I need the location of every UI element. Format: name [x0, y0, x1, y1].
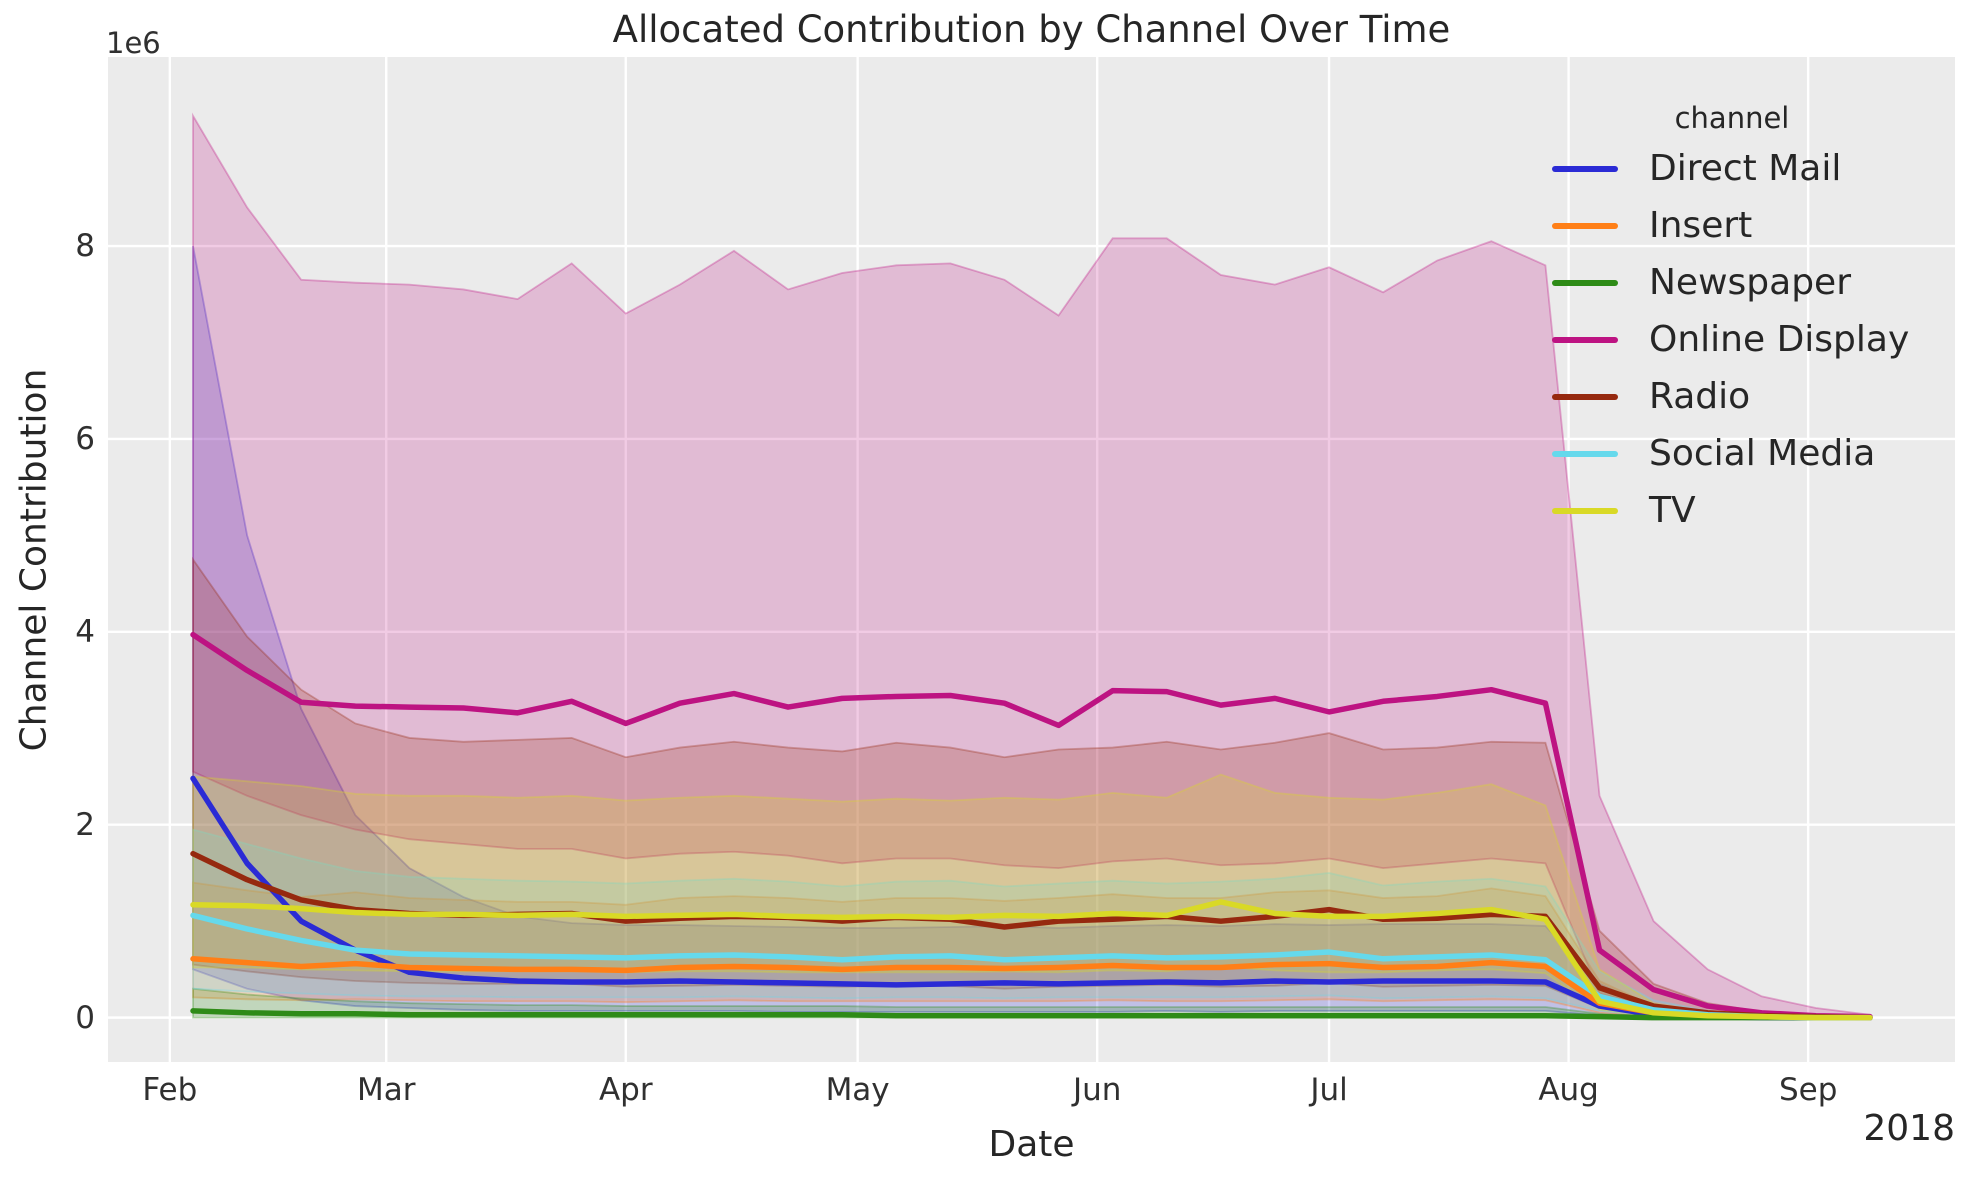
- line-newspaper: [190, 1008, 1873, 1021]
- x-axis-label: Date: [988, 1124, 1075, 1165]
- line-online-display: [190, 631, 1873, 1020]
- line-tv: [190, 899, 1873, 1021]
- legend-line-swatch: [1552, 165, 1618, 172]
- legend-entry-label: Newspaper: [1649, 262, 1851, 303]
- legend-entry-label: Online Display: [1649, 319, 1910, 360]
- legend-entry: Online Display: [1552, 311, 1952, 368]
- x-tick-label: Apr: [598, 1072, 653, 1108]
- legend-line-swatch: [1552, 450, 1618, 457]
- x-tick-label: Sep: [1778, 1072, 1838, 1108]
- legend-entry: Newspaper: [1552, 254, 1952, 311]
- y-tick-label: 2: [75, 806, 95, 843]
- legend-entry: Social Media: [1552, 425, 1952, 482]
- legend-entry-label: Direct Mail: [1649, 148, 1842, 189]
- legend-entry: Direct Mail: [1552, 140, 1952, 197]
- plot-background: [108, 57, 1955, 1062]
- legend-entry-label: Social Media: [1649, 433, 1876, 474]
- legend-line-swatch: [1552, 393, 1618, 400]
- y-axis-offset-text: 1e6: [106, 26, 161, 60]
- legend-entries: Direct Mail Insert Newspaper Online Display…: [1552, 140, 1952, 539]
- legend-line-swatch: [1552, 222, 1618, 229]
- legend-entry-label: Insert: [1649, 205, 1753, 246]
- legend: channel Direct Mail Insert Newspaper Online…: [1552, 96, 1952, 539]
- x-tick-label: Jul: [1310, 1072, 1348, 1108]
- legend-line-swatch: [1552, 279, 1618, 286]
- legend-title: channel: [1674, 101, 1790, 135]
- x-axis-year-label: 2018: [1863, 1108, 1955, 1149]
- x-tick-label: Mar: [356, 1072, 416, 1108]
- line-direct-mail: [190, 775, 1873, 1021]
- legend-entry: TV: [1552, 482, 1952, 539]
- legend-entry-label: TV: [1649, 490, 1696, 531]
- y-tick-label: 8: [75, 228, 95, 265]
- y-tick-label: 4: [75, 613, 95, 650]
- x-tick-label: Feb: [142, 1072, 198, 1108]
- chart-title: Allocated Contribution by Channel Over T…: [612, 8, 1451, 51]
- legend-line-swatch: [1552, 507, 1618, 514]
- x-tick-label: Jun: [1072, 1072, 1122, 1108]
- line-insert: [190, 956, 1873, 1021]
- y-tick-label: 0: [75, 999, 95, 1036]
- x-tick-label: May: [825, 1072, 890, 1108]
- legend-line-swatch: [1552, 336, 1618, 343]
- y-tick-label: 6: [75, 420, 95, 457]
- x-tick-label: Aug: [1538, 1072, 1599, 1108]
- legend-entry: Insert: [1552, 197, 1952, 254]
- legend-entry: Radio: [1552, 368, 1952, 425]
- legend-entry-label: Radio: [1649, 376, 1751, 417]
